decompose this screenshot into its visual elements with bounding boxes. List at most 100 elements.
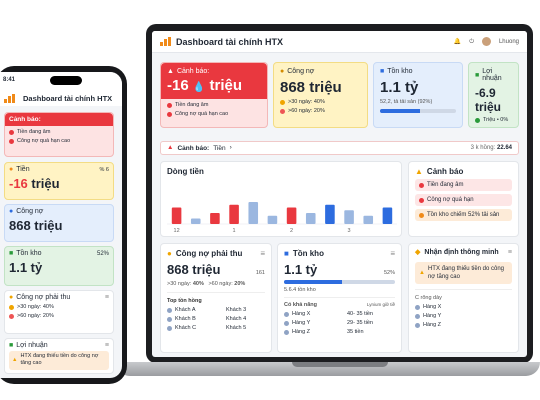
alert-bar-right-label: 3 k hồng: bbox=[470, 145, 496, 151]
warning-icon: ▲ bbox=[415, 166, 423, 176]
list-item[interactable]: Hàng Z bbox=[415, 322, 512, 328]
money-icon: ■ bbox=[9, 342, 14, 349]
phone-screen: Dashboard tài chính HTX Cảnh báo: Tiền đ… bbox=[0, 72, 122, 378]
list-item-value: Khách 3 bbox=[226, 307, 247, 313]
phone-profit-card[interactable]: ■ Lợi nhuận ≡ ▲ HTX đang thiếu tiền do công… bbox=[4, 338, 114, 374]
drop-icon: 💧 bbox=[192, 82, 206, 93]
chart-bar[interactable] bbox=[305, 213, 316, 224]
status-dot-icon bbox=[280, 99, 285, 105]
phone-profit-label: Lợi nhuận bbox=[16, 342, 48, 349]
menu-icon[interactable]: ≡ bbox=[390, 248, 395, 258]
chart-bar[interactable] bbox=[325, 204, 335, 224]
list-item[interactable]: Hàng Y bbox=[415, 313, 512, 319]
kpi-stock-note: 52,2, tả tải sản (92%) bbox=[380, 99, 433, 105]
chart-bar[interactable] bbox=[344, 210, 354, 224]
chart-bar[interactable] bbox=[382, 207, 393, 225]
kpi-profit-card[interactable]: ■ Lợi nhuận -6.9 triệu Triệu • 0% bbox=[468, 62, 519, 128]
kpi-profit-value: -6.9 triệu bbox=[475, 86, 502, 114]
box-icon: ■ bbox=[380, 68, 385, 75]
phone-warning-card[interactable]: Cảnh báo: Tiền đang âm Công nợ quá hạn c… bbox=[4, 112, 114, 157]
alert-item[interactable]: Tiền đang âm bbox=[415, 179, 512, 191]
list-item[interactable]: Hàng X 40- 35 tiền bbox=[284, 311, 395, 317]
insight-title: Nhận định thông minh bbox=[424, 249, 499, 256]
warning-icon: ▲ bbox=[167, 143, 174, 151]
phone-status-time: 8:41 bbox=[3, 77, 16, 83]
phone-receivable-card[interactable]: ● Công nợ phải thu ≡ >30 ngày: 40% >60 ngà… bbox=[4, 290, 114, 334]
alert-bar[interactable]: ▲ Cảnh báo: Tiền › 3 k hồng: 22.64 bbox=[160, 141, 519, 155]
kpi-warning-card[interactable]: ▲ Cảnh báo: -16 💧 triệu Tiền đang âm Công… bbox=[160, 62, 268, 128]
kpi-debt-card[interactable]: ● Công nợ 868 triệu >30 ngày: 40% >60 ngà… bbox=[273, 62, 368, 128]
alert-dot-icon bbox=[167, 111, 172, 117]
chart-bar[interactable] bbox=[286, 207, 297, 225]
top-bar: Dashboard tài chính HTX 🔔 ⏻ Lhuong bbox=[152, 31, 527, 53]
inventory-card: ■ Tồn kho ≡ 1.1 tỷ 52% 5.6.4 tồn kho Có kh… bbox=[277, 243, 402, 353]
receivable-r2: 20% bbox=[234, 281, 246, 287]
chevron-right-icon: › bbox=[229, 143, 232, 151]
inventory-pct: 52% bbox=[383, 270, 395, 276]
list-item[interactable]: Khách A Khách 3 bbox=[167, 307, 265, 313]
chart-bar[interactable] bbox=[190, 218, 201, 225]
alert-dot-icon bbox=[419, 197, 424, 203]
status-dot-icon bbox=[475, 117, 480, 123]
kpi-profit-r1: Triệu • 0% bbox=[483, 117, 509, 123]
dynamic-island bbox=[50, 76, 82, 85]
alert-item[interactable]: Công nợ quá hạn bbox=[415, 194, 512, 206]
insight-note: ▲ HTX đang thiếu tiền do công nợ tăng cao bbox=[415, 262, 512, 285]
chart-bar[interactable] bbox=[229, 204, 239, 224]
receivable-badge: 161 bbox=[255, 270, 265, 276]
kpi-debt-r2: >60 ngày: 20% bbox=[288, 108, 325, 114]
chart-bar[interactable] bbox=[363, 215, 374, 224]
alert-dot-icon bbox=[9, 138, 14, 144]
menu-icon[interactable]: ≡ bbox=[104, 342, 109, 349]
phone-profit-note: HTX đang thiếu tiền do công nợ tăng cao bbox=[20, 353, 99, 367]
chart-tick-label: 2 bbox=[290, 228, 293, 234]
receivable-r1-label: >30 ngày: bbox=[167, 281, 192, 287]
alert-dot-icon bbox=[167, 102, 172, 108]
list-item[interactable]: Khách C Khách 5 bbox=[167, 325, 265, 331]
status-dot-icon bbox=[9, 304, 14, 310]
menu-icon[interactable]: ≡ bbox=[260, 248, 265, 258]
phone-stock-card[interactable]: ■ Tồn kho 52% 1.1 tỷ bbox=[4, 246, 114, 286]
people-icon: ● bbox=[280, 68, 285, 75]
phone-title: Dashboard tài chính HTX bbox=[23, 94, 113, 103]
list-item[interactable]: Hàng X bbox=[415, 304, 512, 310]
list-item-label: Hàng X bbox=[423, 304, 442, 311]
list-item-value: 40- 35 tiền bbox=[347, 311, 373, 317]
list-item[interactable]: Hàng Y 29- 35 tiền bbox=[284, 320, 395, 326]
chart-bar[interactable] bbox=[267, 215, 278, 224]
inventory-title: Tồn kho bbox=[292, 249, 324, 258]
list-item[interactable]: Khách B Khách 4 bbox=[167, 316, 265, 322]
chart-bar[interactable] bbox=[171, 207, 182, 225]
chart-bar[interactable] bbox=[210, 213, 220, 224]
inventory-list-title: Có khả năng bbox=[284, 302, 318, 308]
phone-recv-label: Công nợ phải thu bbox=[16, 294, 71, 301]
power-icon[interactable]: ⏻ bbox=[469, 38, 474, 45]
list-item-label: Hàng Y bbox=[292, 320, 311, 326]
kpi-debt-value: 868 triệu bbox=[280, 79, 342, 96]
list-item-label: Khách A bbox=[175, 307, 196, 313]
chart-bar[interactable] bbox=[248, 202, 259, 224]
insight-card: ◆ Nhận định thông minh ≡ ▲ HTX đang thiếu t… bbox=[408, 243, 519, 353]
alert-item-label: Công nợ quá hạn bbox=[427, 197, 474, 203]
phone-title-bar: Dashboard tài chính HTX bbox=[4, 94, 112, 103]
phone-debt-card[interactable]: ● Công nợ 868 triệu bbox=[4, 204, 114, 242]
list-item[interactable]: Hàng Z 35 tiền bbox=[284, 329, 395, 335]
bell-icon[interactable]: 🔔 bbox=[453, 38, 462, 45]
cashflow-chart: 12 1 2 3 bbox=[167, 202, 397, 234]
menu-icon[interactable]: ≡ bbox=[507, 249, 512, 256]
cashflow-title: Dòng tiền bbox=[167, 167, 204, 176]
box-icon bbox=[415, 322, 420, 328]
alert-dot-icon bbox=[419, 212, 424, 218]
box-icon bbox=[284, 320, 289, 326]
alert-item[interactable]: Tồn kho chiếm 52% tải sản bbox=[415, 209, 512, 221]
avatar[interactable] bbox=[481, 37, 491, 46]
logo-icon bbox=[160, 37, 171, 46]
list-item-label: Khách C bbox=[175, 325, 197, 331]
warning-icon: ▲ bbox=[12, 356, 18, 363]
kpi-warning-label: Cảnh báo: bbox=[176, 68, 210, 75]
kpi-stock-card[interactable]: ■ Tồn kho 1.1 tỷ 52,2, tả tải sản (92%) bbox=[373, 62, 463, 128]
user-name[interactable]: Lhuong bbox=[498, 38, 519, 45]
menu-icon[interactable]: ≡ bbox=[104, 294, 109, 301]
receivable-r2-label: >60 ngày: bbox=[208, 281, 233, 287]
phone-cash-card[interactable]: ● Tiền % 6 -16 triệu bbox=[4, 162, 114, 200]
